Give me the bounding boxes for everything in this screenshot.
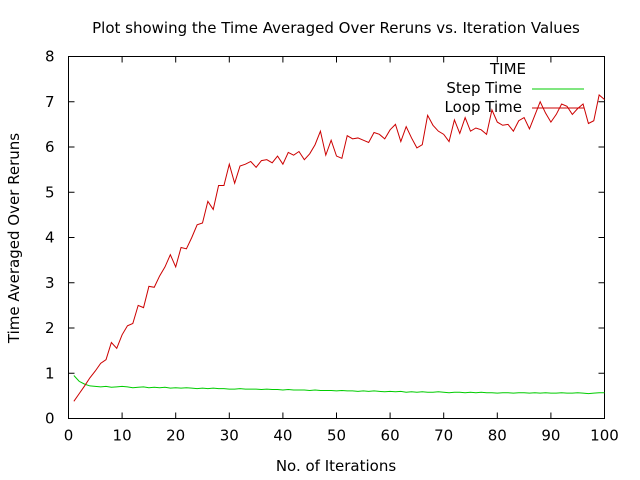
y-tick-label: 8 [45, 48, 55, 66]
y-tick-label: 7 [45, 93, 55, 111]
legend-title: TIME [489, 60, 526, 78]
x-tick-label: 50 [327, 427, 346, 445]
y-tick-label: 4 [45, 229, 55, 247]
plot-frame [68, 56, 605, 419]
y-tick-label: 5 [45, 183, 55, 201]
x-tick-label: 70 [434, 427, 453, 445]
y-tick-label: 3 [45, 274, 55, 292]
chart-title: Plot showing the Time Averaged Over Reru… [92, 19, 580, 37]
x-tick-label: 60 [381, 427, 400, 445]
x-tick-label: 100 [590, 427, 619, 445]
x-tick-label: 10 [113, 427, 132, 445]
y-tick-label: 6 [45, 138, 55, 156]
y-tick-label: 0 [45, 410, 55, 428]
x-tick-label: 40 [273, 427, 292, 445]
y-axis-label: Time Averaged Over Reruns [5, 133, 23, 344]
y-axis-ticks: 0 1 2 3 4 5 6 7 8 [45, 48, 605, 428]
x-axis-ticks: 0 10 20 30 40 50 60 70 80 90 100 [64, 56, 619, 445]
x-tick-label: 80 [488, 427, 507, 445]
x-axis-label: No. of Iterations [276, 457, 397, 475]
series-lines [73, 94, 605, 402]
y-tick-label: 2 [45, 319, 55, 337]
legend-label-step-time: Step Time [446, 79, 522, 97]
series-line-step-time [73, 375, 605, 395]
x-tick-label: 30 [220, 427, 239, 445]
series-line-loop-time [73, 94, 605, 402]
legend: TIME Step Time Loop Time [445, 60, 584, 116]
legend-label-loop-time: Loop Time [445, 98, 522, 116]
y-tick-label: 1 [45, 364, 55, 382]
x-tick-label: 90 [541, 427, 560, 445]
x-tick-label: 0 [64, 427, 74, 445]
x-tick-label: 20 [166, 427, 185, 445]
